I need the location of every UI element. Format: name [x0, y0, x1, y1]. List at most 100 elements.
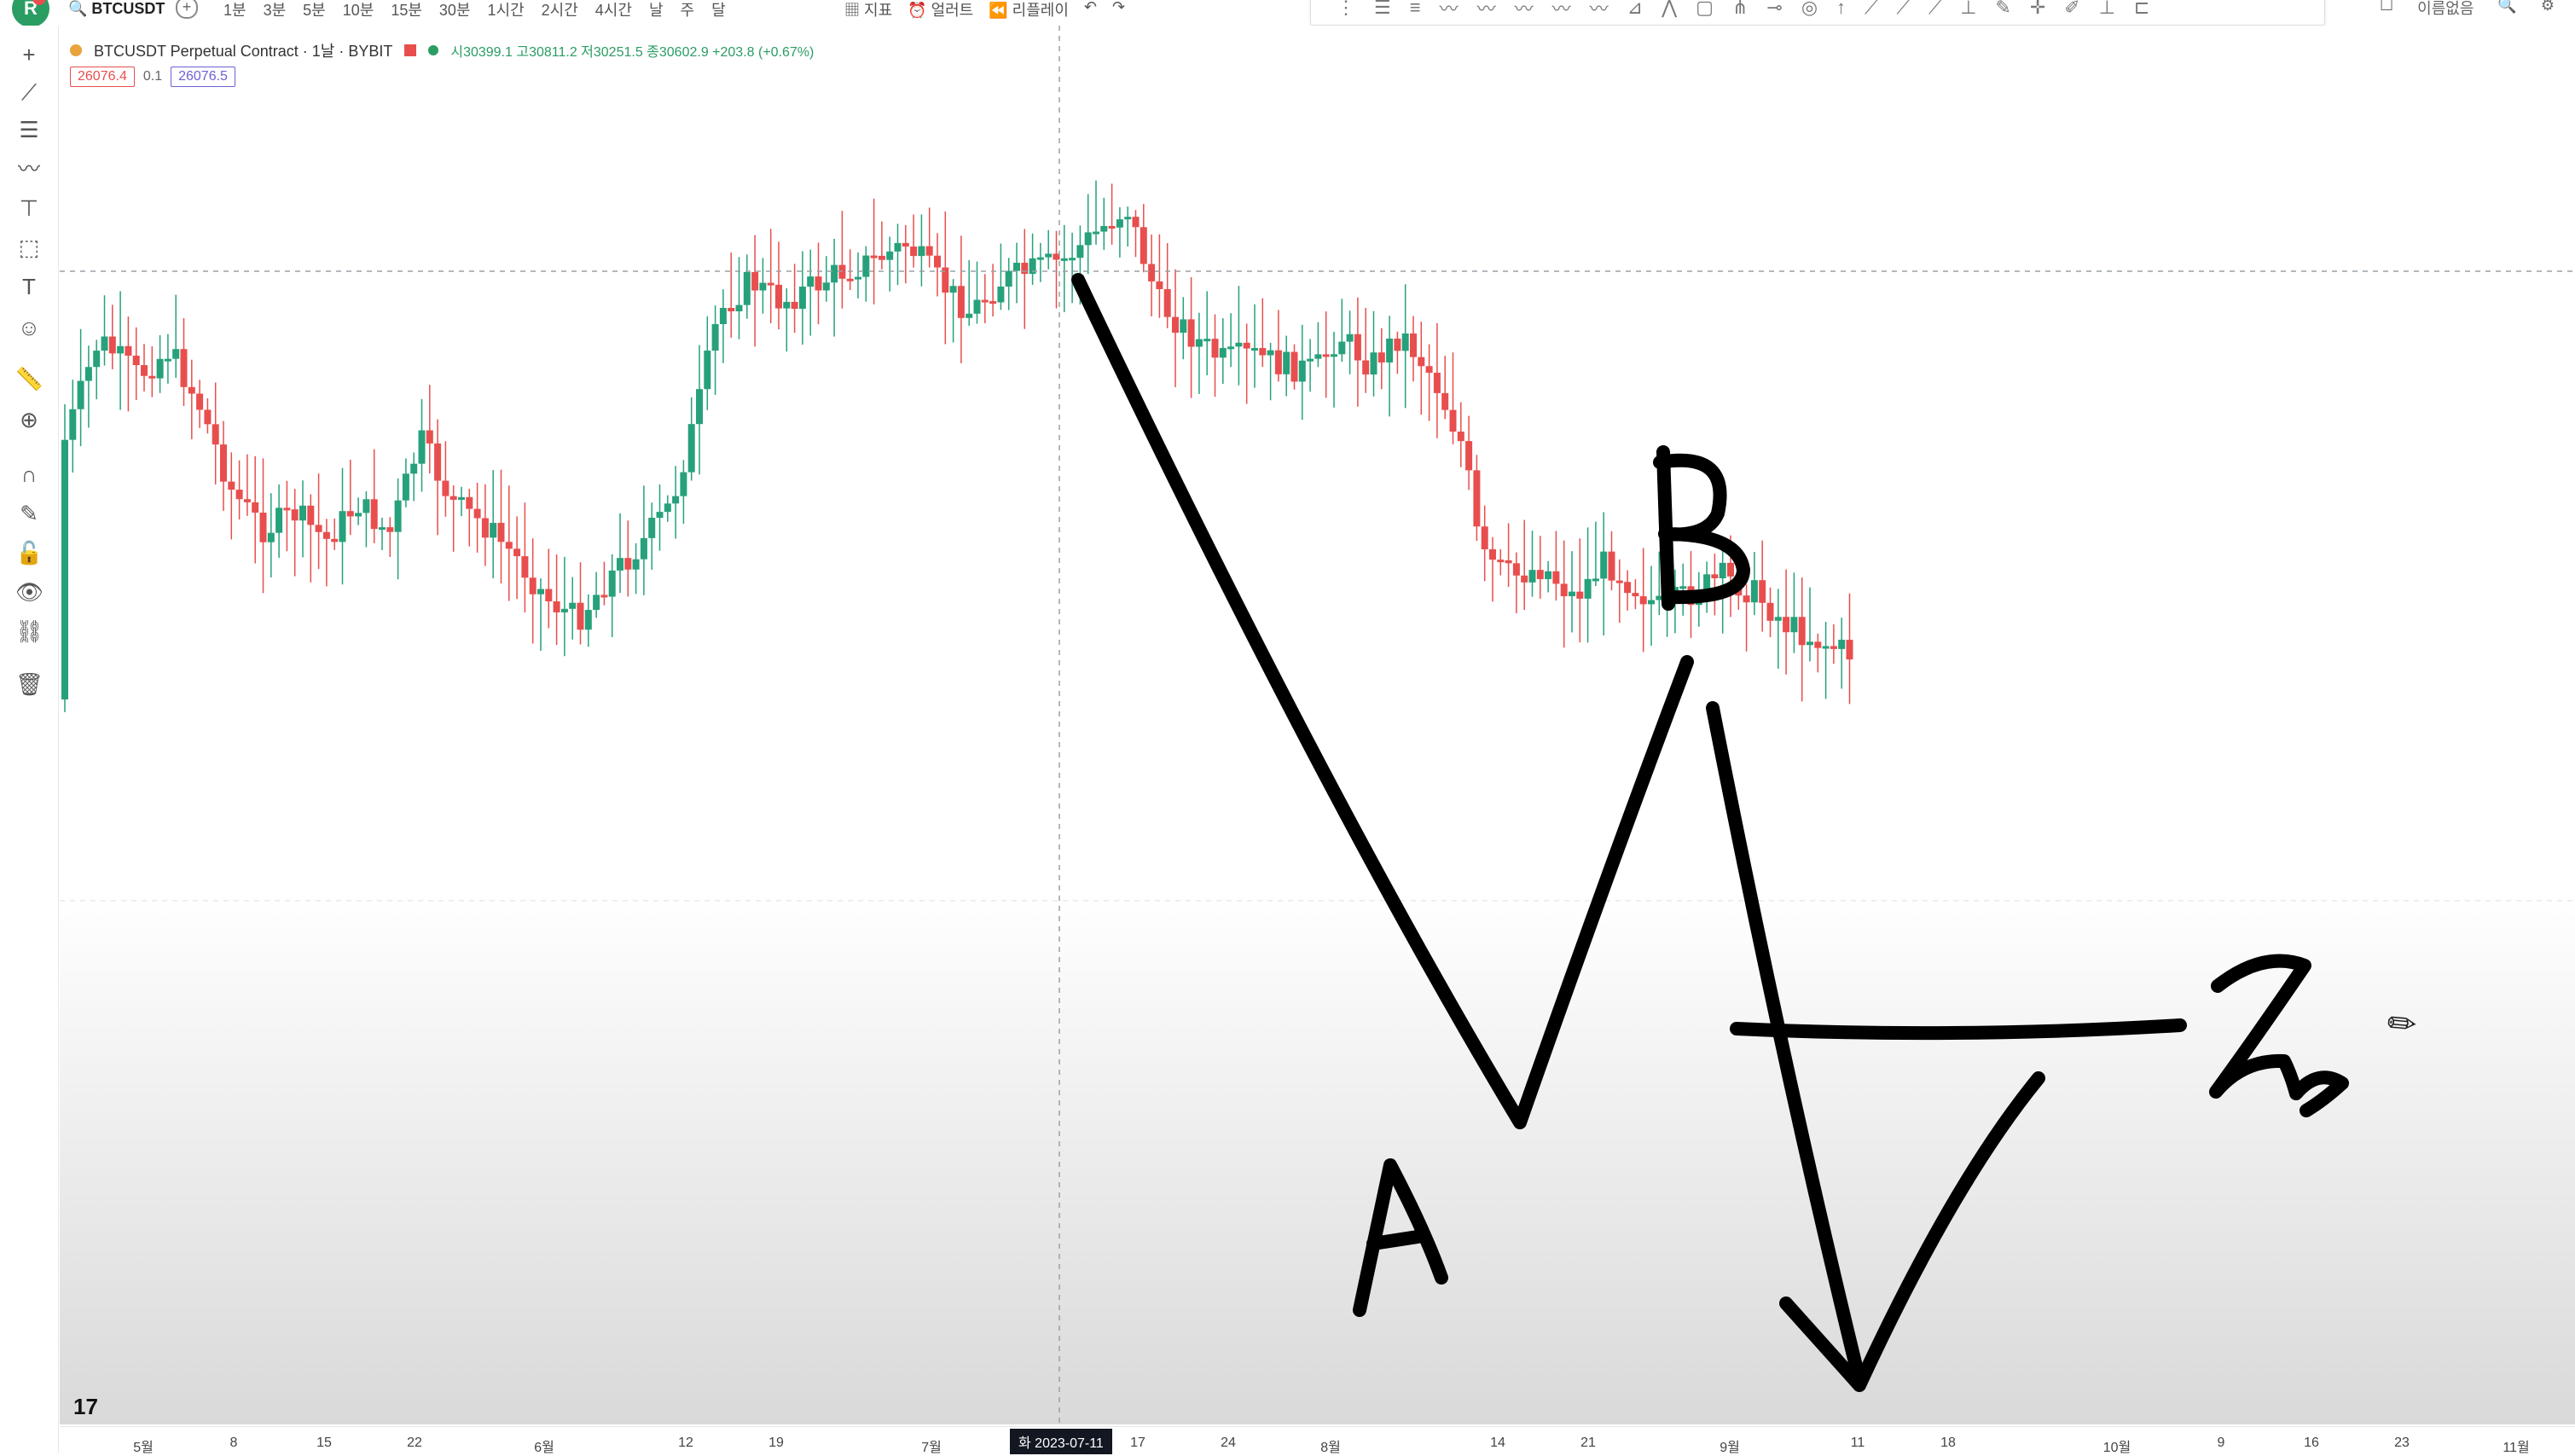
candle-body — [426, 430, 433, 444]
extended-line-icon[interactable]: ⟋ — [1928, 0, 1942, 18]
alert-button[interactable]: ⏰ 얼러트 — [908, 2, 974, 19]
rectangle-icon[interactable]: ▢ — [1696, 0, 1714, 18]
candle-body — [775, 284, 782, 309]
layout-square-icon[interactable]: ☐ — [2380, 0, 2394, 14]
candle-body — [1783, 617, 1790, 633]
triangle-pattern-icon[interactable]: ⊿ — [1627, 0, 1644, 18]
zoom-in-icon[interactable]: ⊕ — [20, 407, 38, 432]
candle-body — [957, 286, 965, 318]
time-axis[interactable]: 5월 8 15 22 6월 12 19 7월 17 24 8월 14 21 9월… — [60, 1426, 2575, 1455]
interval-day[interactable]: 날 — [648, 2, 664, 19]
candle-body — [711, 324, 719, 351]
notification-dot — [32, 0, 46, 5]
candle-body — [1719, 562, 1726, 578]
settings-icon[interactable]: ⚙ — [2540, 0, 2555, 14]
pattern-tool-icon[interactable]: 〰 — [17, 156, 40, 182]
interval-10m[interactable]: 10분 — [342, 2, 374, 19]
profile-avatar[interactable]: R — [12, 0, 49, 27]
prediction-tool-icon[interactable]: ⊤ — [19, 195, 39, 221]
candle-body — [228, 481, 235, 490]
chart-pane[interactable] — [60, 26, 2575, 1424]
candle-body — [315, 525, 322, 532]
x-tick-label: 8월 — [1320, 1441, 1341, 1455]
candle-body — [1743, 595, 1750, 603]
ruler-tool-icon[interactable]: 📏 — [15, 366, 43, 392]
zigzag-pattern-icon[interactable]: 〰 — [1439, 0, 1459, 20]
highlighter-icon[interactable]: ✐ — [2064, 0, 2080, 18]
vertical-line-icon[interactable]: ⊥ — [1960, 0, 1977, 18]
ray-icon[interactable]: ⟋ — [1896, 0, 1910, 18]
candle-body — [1148, 264, 1156, 281]
lock-drawing-icon[interactable]: ✎ — [20, 501, 38, 526]
candle-body — [141, 365, 148, 376]
candle-body — [949, 286, 957, 293]
drawn-down-leg — [1706, 701, 1866, 1387]
add-symbol-button[interactable]: + — [176, 0, 198, 19]
redo-icon[interactable]: ↷ — [1112, 0, 1126, 15]
trash-icon[interactable]: 🗑 — [15, 671, 44, 697]
candle-body — [1750, 580, 1758, 603]
crosshair-icon[interactable]: ✛ — [2029, 0, 2046, 18]
tradingview-logo[interactable]: 17 — [73, 1394, 98, 1419]
candle-body — [1774, 617, 1782, 621]
candle-body — [125, 345, 132, 356]
undo-icon[interactable]: ↶ — [1083, 0, 1098, 15]
bid-price[interactable]: 26076.4 — [70, 67, 135, 87]
flag-icon[interactable] — [404, 44, 417, 56]
indicators-button[interactable]: ▦ 지표 — [844, 2, 893, 19]
candle-body — [1552, 571, 1560, 584]
x-tick-label: 12 — [678, 1436, 693, 1450]
legend-title[interactable]: BTCUSDT Perpetual Contract · 1날 · BYBIT — [94, 43, 393, 60]
arrow-up-icon[interactable]: ↑ — [1836, 0, 1847, 18]
search-icon[interactable]: 🔍 — [2497, 0, 2517, 14]
candle-body — [537, 589, 544, 595]
fib-retracement-icon[interactable]: ≡ — [1409, 0, 1421, 18]
candle-body — [1560, 583, 1568, 596]
text-tool-icon[interactable]: T — [22, 274, 36, 299]
horizontal-line-icon[interactable]: ⊸ — [1766, 0, 1783, 18]
pitchfork-icon[interactable]: ⋔ — [1731, 0, 1749, 18]
candle-body — [156, 358, 164, 379]
interval-4h[interactable]: 4시간 — [594, 2, 632, 19]
interval-1m[interactable]: 1분 — [223, 2, 246, 19]
fib-tool-icon[interactable]: ☰ — [19, 117, 39, 142]
crosshair-tool-icon[interactable]: + — [22, 42, 36, 67]
circle-icon[interactable]: ◎ — [1801, 0, 1818, 18]
interval-15m[interactable]: 15분 — [391, 2, 422, 19]
interval-30m[interactable]: 30분 — [438, 2, 471, 19]
candlestick-chart[interactable] — [60, 26, 2575, 1424]
interval-1h[interactable]: 1시간 — [487, 2, 525, 19]
candle-body — [1766, 602, 1774, 621]
x-tick-label: 8 — [229, 1436, 238, 1450]
ask-price[interactable]: 26076.5 — [171, 67, 235, 87]
xabcd-pattern-icon[interactable]: 〰 — [1476, 0, 1496, 20]
symbol-search[interactable]: 🔍 BTCUSDT — [68, 0, 165, 17]
layout-name[interactable]: 이름없음 — [2417, 0, 2474, 17]
interval-3m[interactable]: 3분 — [263, 2, 287, 19]
lock-icon[interactable]: 🔓 — [15, 540, 43, 566]
elliott-correction-icon[interactable]: 〰 — [1589, 0, 1609, 20]
candle-body — [593, 595, 600, 611]
interval-5m[interactable]: 5분 — [303, 2, 326, 19]
trend-line-tool-icon[interactable]: ⟋ — [20, 79, 38, 105]
interval-week[interactable]: 주 — [680, 2, 695, 19]
brush-icon[interactable]: ✎ — [1995, 0, 2011, 18]
abcd-pattern-icon[interactable]: 〰 — [1514, 0, 1534, 20]
candle-body — [1021, 263, 1029, 275]
link-icon[interactable]: ⛓ — [15, 618, 44, 644]
x-tick-label: 7월 — [921, 1441, 942, 1455]
eye-icon[interactable]: 👁 — [15, 579, 44, 605]
trend-line-icon[interactable]: ⟋ — [1865, 0, 1878, 18]
parallel-channel-icon[interactable]: ☰ — [1374, 0, 1391, 18]
replay-button[interactable]: ⏪ 리플레이 — [989, 2, 1069, 19]
geometric-shapes-icon[interactable]: ⬚ — [18, 235, 40, 260]
price-range-icon[interactable]: ⊏ — [2133, 0, 2150, 18]
anchor-icon[interactable]: ⊥ — [2098, 0, 2115, 18]
interval-month[interactable]: 달 — [711, 2, 726, 19]
drag-handle-icon[interactable]: ⋮ — [1337, 0, 1355, 18]
head-shoulders-icon[interactable]: ⋀ — [1662, 0, 1678, 18]
magnet-icon[interactable]: ∩ — [20, 461, 38, 487]
emoji-tool-icon[interactable]: ☺ — [17, 315, 41, 340]
elliott-wave-icon[interactable]: 〰 — [1551, 0, 1571, 20]
interval-2h[interactable]: 2시간 — [541, 2, 578, 19]
